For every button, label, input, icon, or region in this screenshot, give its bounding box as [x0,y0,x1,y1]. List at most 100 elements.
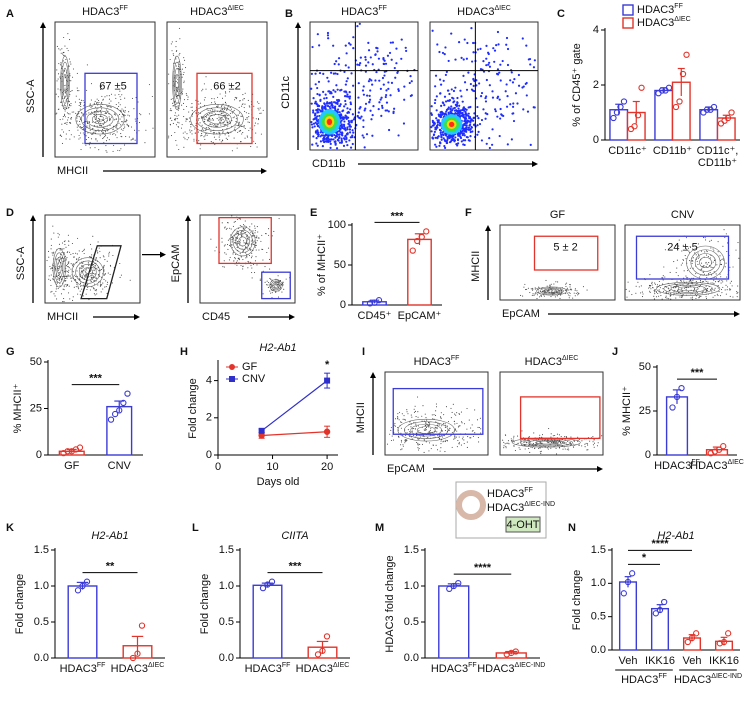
event-dot [648,284,651,287]
event-dot [534,287,536,289]
y-tick-label: 1.5 [219,544,234,556]
event-dot [425,427,428,429]
event-dot [430,428,432,430]
data-point [512,648,519,655]
event-dot [123,110,125,112]
event-dot [58,48,60,50]
event-dot [203,120,205,123]
panel-letter: H [180,346,188,358]
event-dot [237,237,239,239]
event-dot [409,431,411,433]
event-dot [170,98,172,100]
event-dot [230,132,232,134]
event-dot [97,284,99,286]
event-dot [472,84,475,87]
plot-title: HDAC3ΔIEC [525,355,579,368]
event-dot [252,243,254,245]
event-dot [108,102,110,104]
event-dot [459,425,461,427]
event-dot [78,98,80,100]
event-dot [406,439,408,441]
event-dot [104,127,106,129]
event-dot [469,135,472,138]
event-dot [499,107,502,111]
event-dot [468,128,472,131]
event-dot [496,115,499,118]
event-dot [98,122,100,124]
event-dot [340,123,343,126]
event-dot [177,121,179,123]
event-dot [71,76,74,78]
event-dot [558,441,560,443]
event-dot [484,100,488,103]
event-dot [218,116,220,118]
event-dot [116,137,118,139]
event-dot [81,288,83,290]
event-dot [539,442,541,444]
event-dot [83,127,85,129]
event-dot [55,290,57,292]
event-dot [662,290,665,292]
event-dot [524,283,526,285]
event-dot [513,435,515,437]
event-dot [128,126,130,128]
event-dot [702,271,704,273]
event-dot [654,289,656,291]
event-dot [238,259,241,261]
event-dot [184,138,186,140]
event-dot [227,115,229,117]
event-dot [95,289,97,291]
event-dot [212,119,215,121]
event-dot [700,295,702,298]
panel-letter: D [6,207,14,219]
event-dot [267,284,269,286]
event-dot [203,118,205,120]
event-dot [416,435,418,437]
event-dot [112,128,114,130]
event-dot [450,32,453,35]
event-dot [243,125,245,127]
event-dot [441,51,445,55]
event-dot [383,70,386,73]
event-dot [586,449,588,451]
event-dot [518,447,520,449]
event-dot [458,104,461,107]
event-dot [100,105,103,108]
event-dot [626,296,628,298]
event-dot [462,139,465,142]
event-dot [182,132,184,134]
event-dot [239,253,241,255]
event-dot [241,103,243,105]
event-dot [312,135,315,138]
event-dot [245,112,247,114]
event-dot [189,131,191,133]
event-dot [70,63,72,65]
event-dot [326,76,329,79]
event-dot [417,447,419,449]
event-dot [454,423,456,425]
event-dot [64,105,66,107]
event-dot [344,129,347,132]
panel-letter: G [6,346,15,358]
event-dot [488,137,491,140]
event-dot [60,257,62,259]
event-dot [713,289,715,291]
event-dot [710,266,712,268]
event-dot [206,119,208,121]
event-dot [213,111,215,113]
event-dot [88,144,90,146]
event-dot [434,414,437,417]
event-dot [95,139,97,141]
event-dot [278,218,280,220]
event-dot [227,243,229,246]
event-dot [180,127,183,129]
event-dot [75,112,77,114]
event-dot [255,118,257,120]
event-dot [223,110,225,112]
event-dot [67,102,69,104]
x-tick-label: 10 [266,461,278,473]
event-dot [707,255,709,258]
event-dot [522,85,525,88]
event-dot [80,132,82,134]
bar [654,89,674,141]
